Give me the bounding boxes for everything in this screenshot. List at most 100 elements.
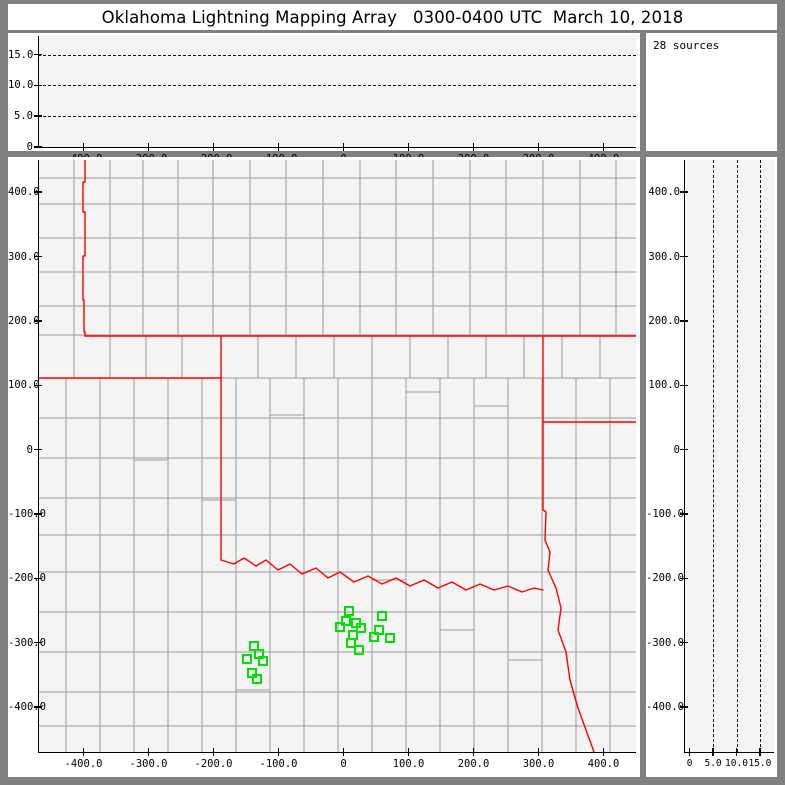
y-tick-mark — [34, 191, 42, 193]
y-tick-label: 100.0 — [8, 379, 40, 392]
y-tick-label: 10.0 — [8, 79, 34, 92]
y-tick-mark — [34, 706, 42, 708]
panel-plan-view-map: 400.0 300.0 200.0 100.0 0 -100.0 -200.0 -300.0 -… — [8, 157, 640, 777]
y-tick-mark — [680, 706, 688, 708]
x-tick-label: 200.0 — [457, 758, 490, 770]
x-tick-mark — [537, 748, 540, 756]
y-tick-label: -200.0 — [646, 572, 684, 585]
y-tick-label: -100.0 — [8, 507, 46, 520]
gridline-horizontal — [38, 85, 636, 87]
x-tick-mark — [407, 748, 410, 756]
x-tick-mark — [147, 143, 150, 151]
panel-source-count: 28 sources — [646, 33, 777, 151]
y-tick-mark — [34, 146, 42, 148]
x-tick-mark — [212, 143, 215, 151]
y-tick-mark — [680, 513, 688, 515]
y-tick-mark — [680, 448, 688, 451]
x-tick-mark — [712, 748, 714, 756]
title-bar: Oklahoma Lightning Mapping Array 0300-04… — [8, 4, 777, 30]
x-tick-label: 15.0 — [748, 758, 772, 769]
y-tick-label: 400.0 — [648, 186, 680, 199]
x-tick-label: -100.0 — [259, 758, 298, 770]
y-tick-label: -300.0 — [646, 636, 684, 649]
x-tick-mark — [602, 748, 605, 756]
x-tick-mark — [212, 748, 215, 756]
x-tick-mark — [735, 748, 738, 756]
y-tick-mark — [34, 84, 42, 87]
plot-area-altitude-north-south[interactable] — [684, 160, 774, 752]
x-tick-label: -200.0 — [194, 758, 233, 770]
x-tick-mark — [342, 143, 345, 151]
x-tick-label: 400.0 — [587, 758, 620, 770]
y-tick-mark — [34, 641, 42, 644]
x-tick-label: 5.0 — [704, 758, 722, 769]
y-tick-mark — [34, 320, 42, 322]
y-tick-label: 0 — [26, 141, 33, 153]
state-boundaries — [38, 160, 636, 752]
x-tick-label: 100.0 — [392, 758, 425, 770]
x-tick-mark — [688, 748, 691, 756]
x-tick-label: 0 — [686, 758, 693, 769]
y-tick-label: 300.0 — [8, 250, 40, 263]
x-tick-mark — [472, 748, 475, 756]
map-graphic — [38, 160, 636, 752]
x-tick-mark — [82, 748, 85, 756]
y-tick-mark — [680, 641, 688, 644]
x-tick-mark — [277, 748, 280, 756]
y-tick-label: -100.0 — [646, 507, 684, 520]
y-tick-label: 5.0 — [14, 110, 33, 123]
x-tick-mark — [147, 748, 150, 756]
y-tick-mark — [34, 513, 42, 515]
county-boundaries — [38, 160, 636, 752]
x-tick-label: -400.0 — [64, 758, 103, 770]
y-tick-label: -300.0 — [8, 636, 46, 649]
y-tick-mark — [34, 448, 42, 451]
x-tick-mark — [602, 143, 605, 151]
y-tick-label: -400.0 — [646, 700, 684, 713]
y-tick-label: 15.0 — [8, 48, 34, 61]
y-tick-mark — [680, 255, 688, 258]
x-tick-label: 0 — [340, 758, 347, 770]
y-tick-mark — [34, 255, 42, 258]
x-tick-mark — [537, 143, 540, 151]
y-tick-label: 200.0 — [8, 314, 40, 327]
y-tick-label: 0 — [673, 443, 680, 456]
y-tick-mark — [34, 384, 42, 386]
y-tick-label: 200.0 — [648, 314, 680, 327]
plot-area-altitude-east-west[interactable] — [38, 36, 636, 147]
y-tick-label: 400.0 — [8, 186, 40, 199]
y-tick-label: 100.0 — [648, 379, 680, 392]
source-count-label: 28 sources — [653, 39, 720, 52]
source-markers — [242, 606, 395, 684]
plot-area-map[interactable] — [38, 160, 636, 752]
x-tick-mark — [759, 748, 761, 756]
gridline-vertical — [759, 160, 761, 752]
y-tick-label: 300.0 — [648, 250, 680, 263]
y-tick-mark — [34, 115, 42, 117]
panel-altitude-vs-east-west: 05.010.015.0-400.0-300.0-200.0-100.00100… — [8, 33, 640, 165]
y-tick-mark — [680, 384, 688, 386]
y-tick-label: -200.0 — [8, 572, 46, 585]
x-tick-mark — [342, 748, 345, 756]
gridline-horizontal — [38, 116, 636, 118]
x-tick-label: 10.0 — [725, 758, 748, 769]
x-tick-mark — [472, 143, 475, 151]
x-tick-label: -300.0 — [129, 758, 168, 770]
y-tick-label: 0 — [26, 443, 33, 456]
y-tick-mark — [680, 191, 688, 193]
page-title: Oklahoma Lightning Mapping Array 0300-04… — [101, 7, 684, 27]
panel-altitude-vs-north-south: 400.0 300.0 200.0 100.0 0 -100.0 -200.0 -300.0 -… — [646, 157, 777, 777]
y-tick-mark — [680, 320, 688, 322]
x-tick-label: 300.0 — [522, 758, 555, 770]
gridline-vertical — [713, 160, 715, 752]
gridline-vertical — [736, 160, 738, 752]
x-tick-mark — [277, 143, 280, 151]
x-tick-mark — [407, 143, 410, 151]
y-tick-mark — [34, 577, 42, 579]
x-tick-mark — [82, 143, 85, 151]
y-tick-mark — [680, 577, 688, 579]
y-tick-label: -400.0 — [8, 700, 46, 713]
gridline-horizontal — [38, 54, 636, 56]
y-tick-mark — [34, 53, 42, 56]
